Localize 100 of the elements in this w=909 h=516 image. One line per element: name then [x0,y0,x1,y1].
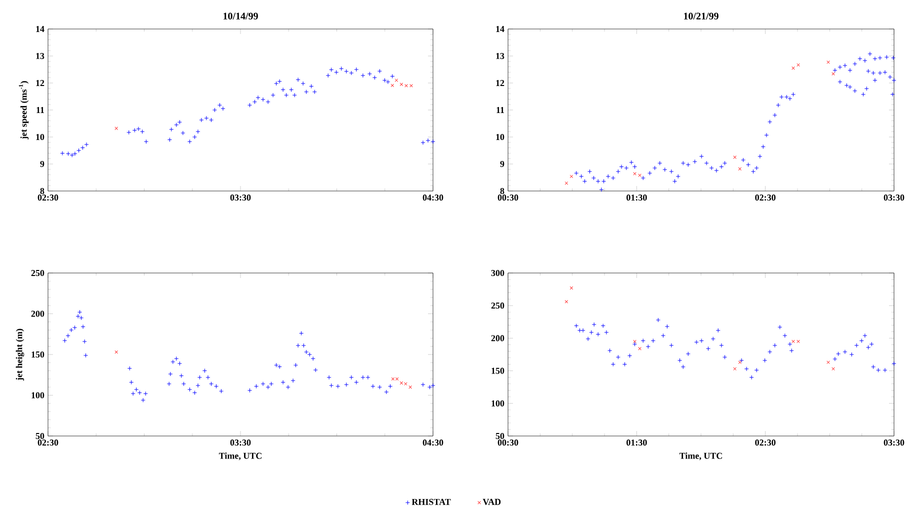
point [277,79,282,84]
point [788,342,792,346]
point [699,338,704,344]
y-tick-label: 9 [40,160,44,168]
point [738,360,742,364]
point [274,81,279,86]
y-tick-label: 14 [36,26,44,32]
point [826,360,830,364]
y-tick-label: 250 [491,302,504,309]
point [866,345,871,350]
x-tick-label: 03:30 [230,440,251,446]
point [140,129,145,134]
point [574,324,579,328]
y-axis-title: jet height (m) [16,328,24,381]
point [344,69,349,74]
point [722,354,728,360]
point [694,340,699,344]
point [76,148,82,153]
x-tick-label: 03:30 [884,440,904,446]
point [326,73,330,78]
point [220,106,226,111]
x-tick-label: 04:30 [422,440,444,446]
point [733,156,737,159]
y-tick-label: 8 [40,188,44,194]
point [80,146,85,150]
point [836,352,841,356]
point [778,324,782,330]
point [686,352,690,356]
point [377,68,382,74]
point [739,358,744,363]
point [280,87,286,92]
y-tick-label: 300 [491,270,504,276]
point [744,366,749,372]
point [596,332,600,337]
y-tick-label: 13 [496,52,504,60]
point [408,385,412,389]
point [854,343,859,348]
point [706,346,710,351]
point [70,152,74,158]
y-tick-label: 14 [496,26,504,32]
y-tick-label: 12 [36,80,44,86]
point [132,128,137,132]
point [390,84,394,88]
point [252,100,257,104]
x-tick-label: 03:30 [884,194,904,201]
point [826,60,830,64]
x-axis-title: Time, UTC [218,452,262,460]
point [616,354,620,360]
point [386,80,390,84]
y-tick-label: 200 [31,310,44,317]
point [292,92,297,98]
point [796,63,800,67]
point [678,358,682,363]
point [586,336,590,342]
point [167,137,172,142]
point [114,126,118,130]
point [849,352,854,357]
point [633,340,636,344]
y-tick-label: 200 [491,335,504,342]
point [349,70,354,76]
point [832,72,835,76]
x-tick-label: 02:30 [755,440,776,446]
point [789,348,794,353]
point [430,139,436,144]
y-axis-title: jet speed (ms$^{-1}$) [18,81,29,140]
chart-title: 10/21/99 [684,12,718,20]
point [217,102,222,108]
x-axis-title: Time, UTC [679,452,722,460]
y-tick-label: 11 [36,107,44,113]
point [680,364,686,370]
point [580,328,586,333]
point [334,70,339,74]
point [754,368,759,372]
point [395,377,399,381]
point [600,324,606,328]
y-tick-label: 100 [492,400,504,406]
point [394,78,398,82]
point [247,102,252,108]
x-tick-label: 03:30 [230,194,251,201]
point [177,120,182,124]
legend-label: VAD [482,498,501,505]
y-tick-label: 8 [500,188,504,194]
point [782,333,788,338]
point [871,364,876,370]
point [733,367,737,371]
point [627,354,632,358]
y-tick-label: 11 [496,107,504,113]
point [656,318,660,322]
point [204,116,209,120]
point [892,361,896,366]
point [60,150,65,156]
y-tick-label: 150 [492,368,504,374]
point [169,127,174,132]
point [638,346,642,350]
point [208,118,214,122]
point [426,138,430,143]
point [792,66,795,70]
y-tick-label: 50 [496,432,504,440]
point [84,142,89,147]
point [650,338,656,344]
